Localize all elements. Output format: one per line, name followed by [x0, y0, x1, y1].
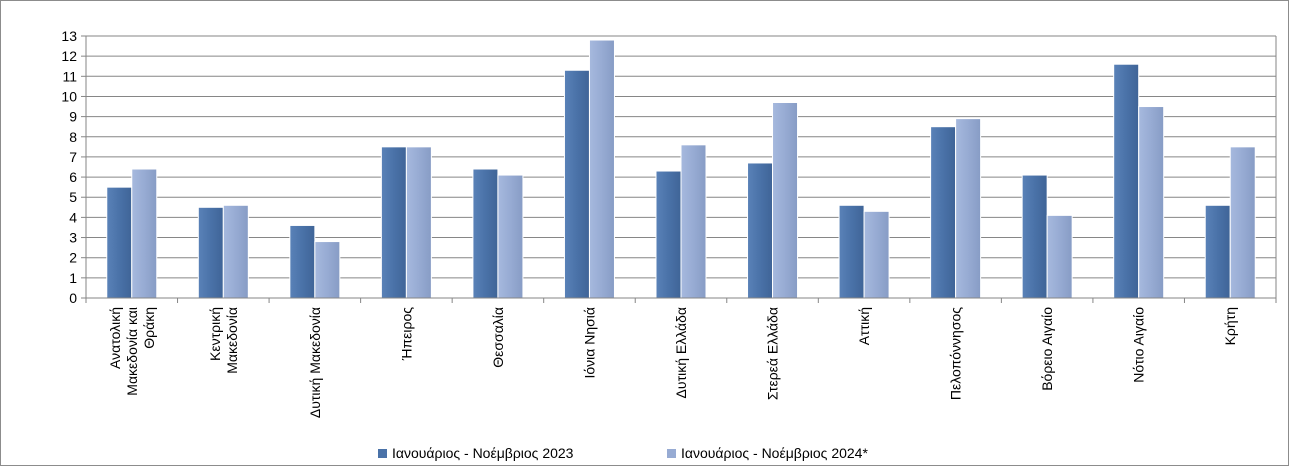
- bar-2023-3: [380, 146, 407, 299]
- x-tick-label: Βόρειο Αιγαίο: [1039, 307, 1055, 391]
- legend-label-2024: Ιανουάριος - Νοέμβριος 2024*: [681, 445, 868, 461]
- legend-label-2023: Ιανουάριος - Νοέμβριος 2023: [392, 445, 574, 461]
- y-tick-label: 13: [61, 28, 77, 44]
- x-tick-label-line: Κεντρική: [207, 307, 223, 361]
- bar-2024-0: [131, 168, 158, 299]
- x-tick-label: ΚεντρικήΜακεδονία: [207, 307, 240, 374]
- bar-2024-6: [680, 144, 707, 299]
- y-tick-label: 5: [69, 189, 77, 205]
- y-tick-label: 10: [61, 88, 77, 104]
- bar-2024-10: [1046, 214, 1073, 299]
- legend-swatch-2024: [667, 449, 676, 458]
- bars: [106, 39, 1256, 299]
- x-tick-label: Πελοπόννησος: [948, 307, 964, 400]
- bar-2024-5: [588, 39, 615, 299]
- x-tick-label-line: Ιόνια Νησιά: [581, 307, 597, 379]
- bar-2023-1: [197, 206, 224, 299]
- x-tick-label-line: Δυτική Μακεδονία: [307, 307, 323, 418]
- x-tick-label-line: Ανατολική: [107, 307, 123, 369]
- bar-2023-12: [1204, 204, 1231, 299]
- x-tick-label-line: Νότιο Αιγαίο: [1131, 307, 1147, 383]
- x-tick-label-line: Πελοπόννησος: [948, 307, 964, 400]
- bar-2024-9: [955, 118, 982, 299]
- x-tick-label-line: Μακεδονία: [224, 307, 240, 374]
- x-tick-label-line: Κρήτη: [1222, 307, 1238, 345]
- y-tick-label: 12: [61, 48, 77, 64]
- bar-2024-2: [314, 241, 341, 299]
- bar-2024-12: [1229, 146, 1256, 299]
- y-tick-label: 2: [69, 250, 77, 266]
- bar-2024-11: [1138, 106, 1165, 299]
- legend: Ιανουάριος - Νοέμβριος 2023 Ιανουάριος -…: [378, 445, 868, 461]
- y-tick-label: 11: [62, 68, 77, 84]
- y-tick-label: 3: [69, 230, 77, 246]
- x-tick-label: Στερεά Ελλάδα: [765, 307, 781, 400]
- bar-2023-7: [747, 162, 774, 299]
- x-tick-label: Ήπειρος: [398, 307, 414, 361]
- y-tick-label: 9: [69, 109, 77, 125]
- bar-2024-7: [772, 102, 799, 299]
- x-tick-label-line: Δυτική Ελλάδα: [673, 307, 689, 398]
- x-tick-label-line: Στερεά Ελλάδα: [765, 307, 781, 400]
- y-tick-label: 6: [69, 169, 77, 185]
- bar-2024-1: [222, 204, 249, 299]
- x-tick-label-line: Θεσσαλία: [490, 307, 506, 368]
- x-tick-label: Κρήτη: [1222, 307, 1238, 345]
- x-tick-label: Ιόνια Νησιά: [581, 307, 597, 379]
- y-tick-label: 7: [69, 149, 77, 165]
- x-tick-label-line: Θράκη: [141, 307, 157, 349]
- x-tick-label: Δυτική Ελλάδα: [673, 307, 689, 398]
- category-labels: ΑνατολικήΜακεδονία καιΘράκη ΚεντρικήΜακεδ…: [107, 307, 1238, 418]
- x-tick-label: Θεσσαλία: [490, 307, 506, 368]
- bar-2023-0: [106, 186, 133, 299]
- x-tick-label-line: Βόρειο Αιγαίο: [1039, 307, 1055, 391]
- y-tick-label: 4: [69, 209, 77, 225]
- bar-2024-4: [497, 174, 524, 299]
- bar-2023-2: [289, 224, 316, 299]
- bar-2023-5: [563, 69, 590, 299]
- x-tick-label-line: Μακεδονία και: [124, 307, 140, 396]
- x-tick-label: Νότιο Αιγαίο: [1131, 307, 1147, 383]
- bar-2024-3: [405, 146, 432, 299]
- x-tick-label-line: Ήπειρος: [398, 307, 414, 361]
- bar-2023-4: [472, 168, 499, 299]
- bar-2023-11: [1113, 63, 1140, 299]
- bar-2023-8: [838, 204, 865, 299]
- y-tick-label: 1: [69, 270, 77, 286]
- y-tick-label: 8: [69, 129, 77, 145]
- x-tick-label: Δυτική Μακεδονία: [307, 307, 323, 418]
- bar-2023-10: [1021, 174, 1048, 299]
- x-tick-label-line: Αττική: [856, 307, 872, 345]
- bar-2024-8: [863, 210, 890, 299]
- bar-2023-6: [655, 170, 682, 299]
- x-tick-label: ΑνατολικήΜακεδονία καιΘράκη: [107, 307, 157, 396]
- bar-2023-9: [930, 126, 957, 299]
- x-tick-label: Αττική: [856, 307, 872, 345]
- legend-swatch-2023: [378, 449, 387, 458]
- y-tick-label: 0: [69, 290, 77, 306]
